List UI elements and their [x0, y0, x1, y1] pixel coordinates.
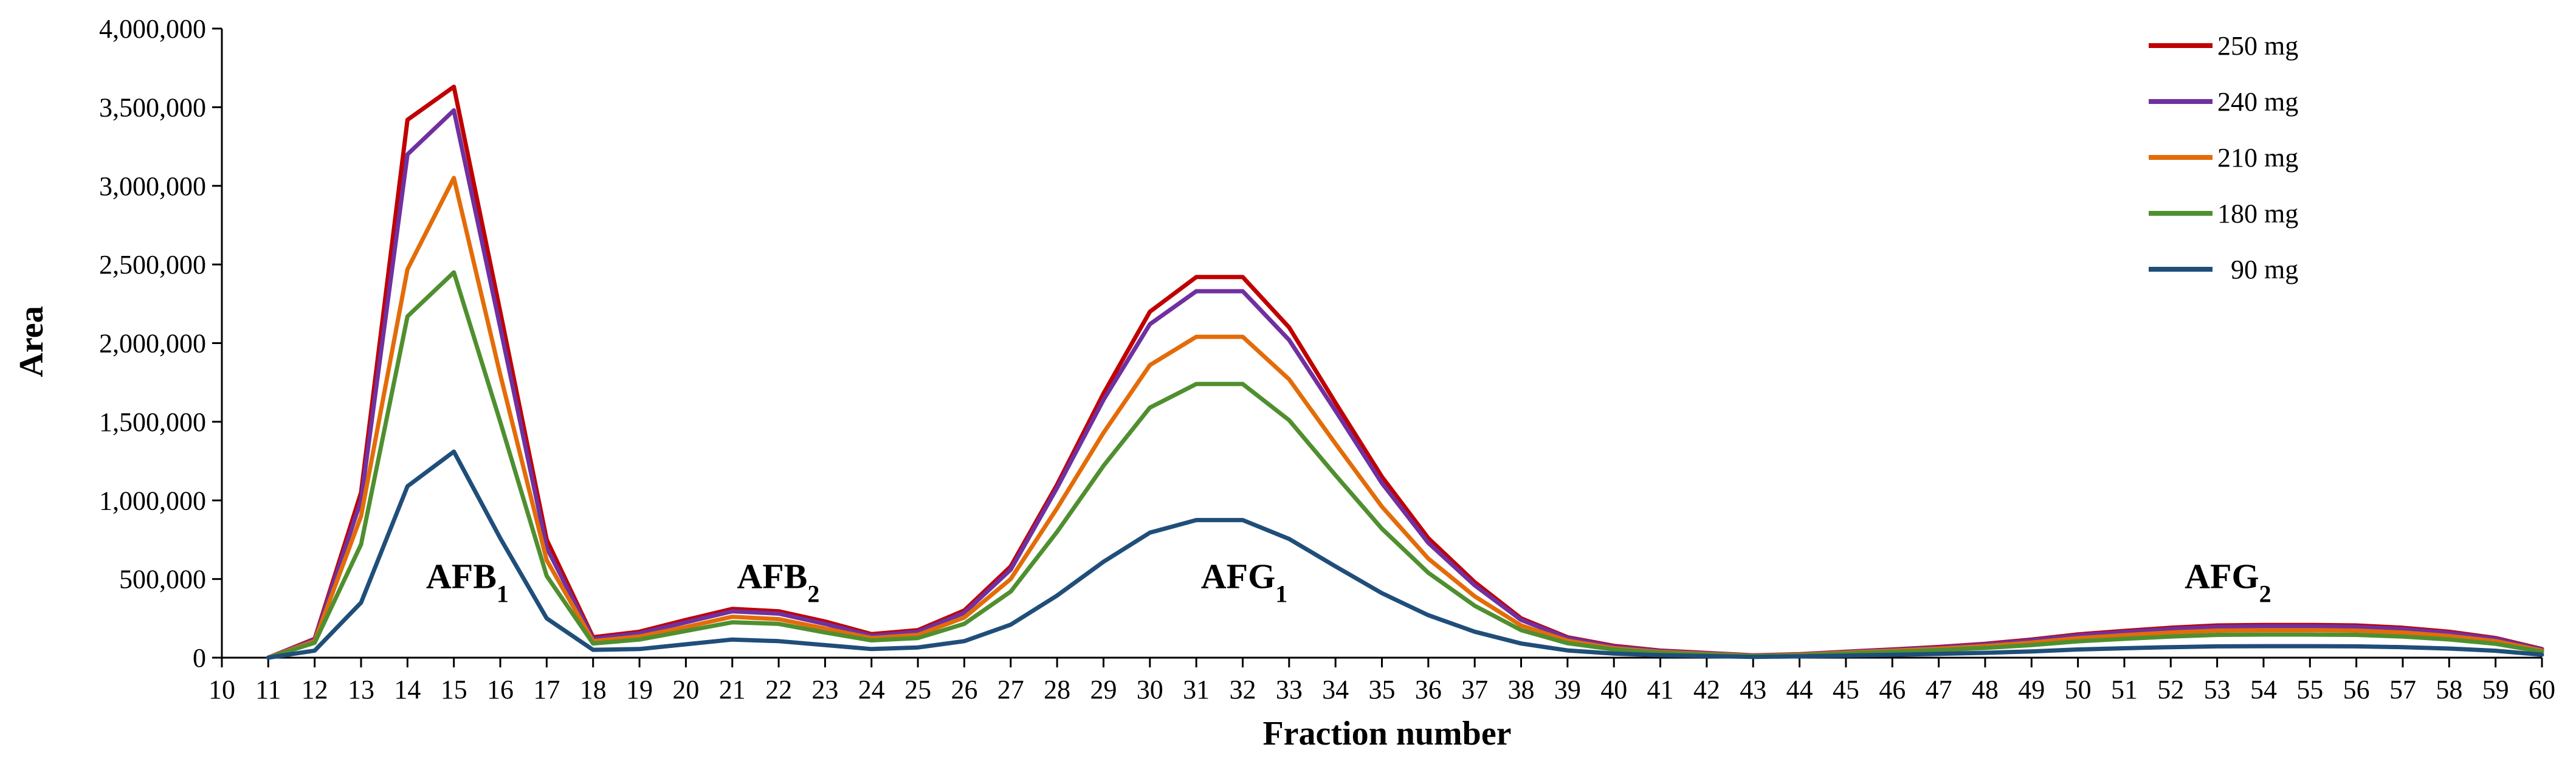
peak-label-afb2: AFB2 [737, 556, 819, 607]
legend-label: 240 mg [2217, 87, 2298, 117]
x-tick-label: 37 [1461, 675, 1488, 704]
x-tick-label: 50 [2065, 675, 2092, 704]
y-tick-label: 2,000,000 [99, 329, 206, 359]
x-tick-label: 39 [1554, 675, 1581, 704]
x-tick-label: 13 [348, 675, 374, 704]
y-tick-label: 500,000 [119, 565, 206, 594]
legend: 250 mg 240 mg 210 mg 180 mg 90 mg [2149, 31, 2298, 284]
y-tick-label: 0 [193, 643, 206, 673]
series-line-240-mg [266, 108, 2544, 660]
peak-label-afb1: AFB1 [426, 556, 509, 607]
x-tick-label: 35 [1369, 675, 1396, 704]
peak-annotations: AFB1 AFB2 AFG1 AFG2 [426, 556, 2271, 607]
x-tick-label: 41 [1647, 675, 1674, 704]
legend-label: 90 mg [2231, 255, 2298, 284]
x-tick-label: 58 [2436, 675, 2462, 704]
x-tick-label: 14 [394, 675, 421, 704]
y-tick-label: 4,000,000 [99, 14, 206, 44]
x-tick-label: 30 [1137, 675, 1163, 704]
x-tick-label: 27 [997, 675, 1024, 704]
y-tick-label: 1,000,000 [99, 486, 206, 515]
legend-label: 250 mg [2217, 31, 2298, 61]
legend-label: 180 mg [2217, 199, 2298, 229]
x-tick-label: 47 [1926, 675, 1952, 704]
y-axis-title: Area [13, 306, 50, 377]
x-tick-label: 57 [2389, 675, 2416, 704]
x-tick-label: 20 [672, 675, 699, 704]
x-tick-label: 12 [301, 675, 328, 704]
x-tick-label: 42 [1693, 675, 1720, 704]
series-layer [266, 84, 2544, 660]
x-tick-label: 31 [1183, 675, 1210, 704]
x-tick-label: 25 [904, 675, 931, 704]
series-line-90-mg [266, 449, 2544, 660]
peak-label-afg2: AFG2 [2185, 556, 2271, 607]
peak-label-afg1: AFG1 [1201, 556, 1287, 607]
y-tick-label: 3,000,000 [99, 171, 206, 201]
x-tick-label: 32 [1229, 675, 1256, 704]
x-tick-label: 19 [626, 675, 653, 704]
series-line-210-mg [266, 176, 2544, 660]
legend-label: 210 mg [2217, 143, 2298, 173]
x-tick-label: 22 [765, 675, 792, 704]
x-axis-title: Fraction number [1262, 715, 1511, 752]
x-tick-label: 44 [1786, 675, 1813, 704]
series-line-180-mg [266, 270, 2544, 660]
x-tick-label: 11 [255, 675, 281, 704]
x-tick-label: 24 [858, 675, 885, 704]
x-tick-label: 60 [2529, 675, 2555, 704]
x-tick-label: 15 [441, 675, 467, 704]
y-tick-label: 3,500,000 [99, 92, 206, 122]
x-tick-label: 53 [2204, 675, 2231, 704]
y-tick-label: 2,500,000 [99, 250, 206, 280]
axes-layer: 0 500,000 1,000,000 1,500,000 2,000,000 2,500… [99, 14, 2555, 704]
y-tick-label: 1,500,000 [99, 407, 206, 437]
x-tick-label: 28 [1044, 675, 1070, 704]
x-tick-label: 51 [2111, 675, 2138, 704]
x-tick-label: 55 [2296, 675, 2323, 704]
x-tick-label: 17 [533, 675, 560, 704]
x-tick-label: 40 [1600, 675, 1627, 704]
x-tick-label: 45 [1833, 675, 1859, 704]
x-tick-label: 18 [580, 675, 607, 704]
x-tick-label: 54 [2250, 675, 2277, 704]
x-tick-label: 49 [2018, 675, 2045, 704]
x-tick-label: 43 [1740, 675, 1766, 704]
x-tick-label: 16 [487, 675, 514, 704]
x-tick-label: 59 [2482, 675, 2509, 704]
x-tick-label: 10 [208, 675, 235, 704]
x-tick-label: 48 [1972, 675, 1999, 704]
x-tick-label: 36 [1415, 675, 1442, 704]
x-tick-label: 52 [2157, 675, 2184, 704]
x-tick-label: 46 [1879, 675, 1906, 704]
x-tick-label: 56 [2343, 675, 2370, 704]
x-tick-label: 38 [1508, 675, 1535, 704]
x-tick-label: 29 [1090, 675, 1117, 704]
x-tick-label: 21 [719, 675, 746, 704]
x-tick-label: 26 [951, 675, 977, 704]
x-tick-label: 23 [811, 675, 838, 704]
x-tick-label: 33 [1276, 675, 1303, 704]
x-tick-label: 34 [1322, 675, 1349, 704]
